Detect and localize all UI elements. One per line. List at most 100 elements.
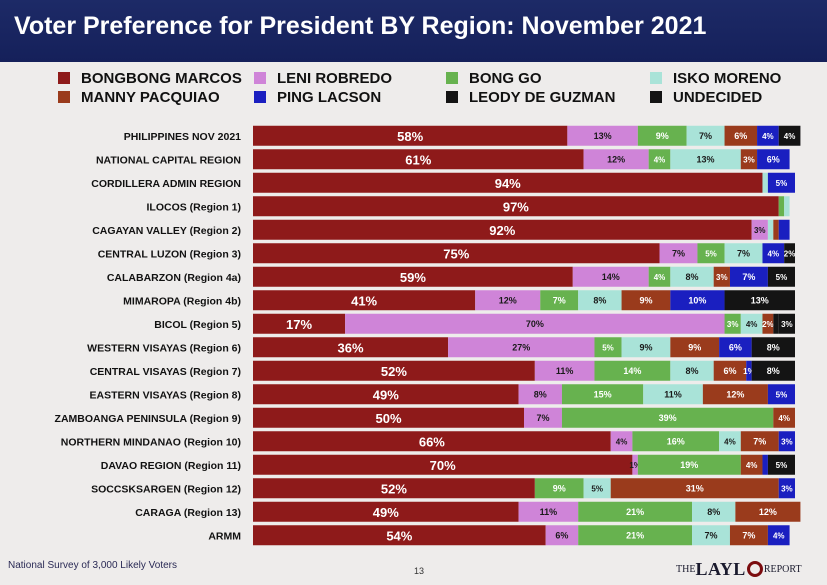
bar-segment-undecided <box>778 313 795 334</box>
data-label-manny-pacquiao: 7% <box>753 436 766 446</box>
data-label-bongbong-marcos: 17% <box>286 317 312 332</box>
bar-segment-bong-go <box>594 337 622 358</box>
data-label-ping-lacson: 5% <box>776 390 788 399</box>
data-label-bong-go: 15% <box>594 389 612 399</box>
bar-segment-bongbong-marcos <box>253 196 779 217</box>
region-label: ILOCOS (Region 1) <box>147 201 242 213</box>
bar-segment-leni-robredo <box>583 149 649 170</box>
data-label-bong-go: 7% <box>553 295 566 305</box>
data-label-isko-moreno: 8% <box>686 366 699 376</box>
data-label-ping-lacson: 3% <box>781 484 793 493</box>
data-label-undecided: 3% <box>781 320 793 329</box>
bar-segment-isko-moreno <box>643 384 703 405</box>
data-label-leni-robredo: 1% <box>629 461 641 470</box>
data-label-isko-moreno: 11% <box>664 389 682 399</box>
data-label-manny-pacquiao: 4% <box>746 461 758 470</box>
bar-segment-leni-robredo <box>475 290 541 311</box>
region-label: BICOL (Region 5) <box>154 319 241 331</box>
bar-segment-isko-moreno <box>578 290 622 311</box>
bar-segment-leody-de-guzman <box>773 313 779 334</box>
data-label-manny-pacquiao: 6% <box>734 131 747 141</box>
bar-segment-isko-moreno <box>692 525 730 546</box>
data-label-ping-lacson: 10% <box>688 295 706 305</box>
bar-segment-ping-lacson <box>762 243 785 264</box>
data-label-manny-pacquiao: 12% <box>759 507 777 517</box>
region-label: CARAGA (Region 13) <box>135 507 241 519</box>
region-label: CORDILLERA ADMIN REGION <box>91 178 241 190</box>
bar-segment-bongbong-marcos <box>253 360 535 381</box>
data-label-bong-go: 9% <box>656 131 669 141</box>
data-label-leni-robredo: 12% <box>607 154 625 164</box>
bar-segment-bongbong-marcos <box>253 243 660 264</box>
region-label: CALABARZON (Region 4a) <box>107 272 241 284</box>
data-label-undecided: 2% <box>784 249 796 258</box>
data-label-leni-robredo: 8% <box>534 389 547 399</box>
bar-segment-bongbong-marcos <box>253 431 611 452</box>
data-label-manny-pacquiao: 6% <box>723 366 736 376</box>
page-number: 13 <box>414 566 425 576</box>
bar-segment-ping-lacson <box>746 360 752 381</box>
data-label-manny-pacquiao: 31% <box>686 483 704 493</box>
data-label-isko-moreno: 7% <box>704 530 717 540</box>
bar-segment-bong-go <box>648 149 671 170</box>
logo-main: LAYL <box>695 558 746 579</box>
bar-segment-isko-moreno <box>583 478 611 499</box>
data-label-bong-go: 4% <box>654 273 666 282</box>
data-label-leni-robredo: 70% <box>526 319 544 329</box>
legend-label-leody-de-guzman: LEODY DE GUZMAN <box>469 89 615 106</box>
bar-segment-manny-pacquiao <box>670 337 720 358</box>
bar-segment-bongbong-marcos <box>253 149 584 170</box>
bar-segment-leni-robredo <box>345 313 725 334</box>
data-label-bongbong-marcos: 52% <box>381 364 407 379</box>
bar-segment-manny-pacquiao <box>735 501 801 522</box>
legend-label-ping-lacson: PING LACSON <box>277 89 381 106</box>
data-label-isko-moreno: 7% <box>737 248 750 258</box>
data-label-bong-go: 3% <box>727 320 739 329</box>
bar-segment-leni-robredo <box>518 384 562 405</box>
bar-segment-manny-pacquiao <box>610 478 779 499</box>
bar-segment-leni-robredo <box>632 454 638 475</box>
bar-segment-isko-moreno <box>724 243 763 264</box>
bar-segment-bongbong-marcos <box>253 266 573 287</box>
region-label: NORTHERN MINDANAO (Region 10) <box>61 436 241 448</box>
bar-segment-bongbong-marcos <box>253 337 449 358</box>
region-label: PHILIPPINES NOV 2021 <box>124 131 241 143</box>
bar-segment-isko-moreno <box>740 313 763 334</box>
data-label-isko-moreno: 8% <box>707 507 720 517</box>
bar-segment-bong-go <box>540 290 579 311</box>
region-label: CENTRAL VISAYAS (Region 7) <box>90 366 241 378</box>
data-label-leni-robredo: 13% <box>594 131 612 141</box>
bar-segment-manny-pacquiao <box>740 454 763 475</box>
logo-prefix: THE <box>676 563 696 575</box>
bar-segment-leni-robredo <box>610 431 633 452</box>
bar-segment-undecided <box>751 360 795 381</box>
bar-segment-isko-moreno <box>621 337 671 358</box>
data-label-isko-moreno: 9% <box>639 342 652 352</box>
region-label: CENTRAL LUZON (Region 3) <box>98 248 241 260</box>
bar-segment-leni-robredo <box>751 219 768 240</box>
data-label-bong-go: 39% <box>659 413 677 423</box>
bar-segment-leni-robredo <box>545 525 579 546</box>
bar-segment-isko-moreno <box>767 219 774 240</box>
data-label-bong-go: 4% <box>654 155 666 164</box>
bar-segment-isko-moreno <box>762 172 768 193</box>
data-label-bongbong-marcos: 49% <box>373 505 399 520</box>
laylo-report-logo: THE LAYL REPORT <box>676 557 802 581</box>
data-label-ping-lacson: 4% <box>773 531 785 540</box>
bar-segment-ping-lacson <box>767 172 795 193</box>
bar-segment-leni-robredo <box>659 243 698 264</box>
bar-segment-ping-lacson <box>757 125 779 146</box>
data-label-manny-pacquiao: 4% <box>778 414 790 423</box>
data-label-leni-robredo: 11% <box>556 366 574 376</box>
bar-segment-manny-pacquiao <box>740 431 779 452</box>
data-label-leni-robredo: 7% <box>672 248 685 258</box>
legend-label-manny-pacquiao: MANNY PACQUIAO <box>81 89 220 106</box>
bar-segment-bong-go <box>578 501 693 522</box>
data-label-manny-pacquiao: 3% <box>716 273 728 282</box>
data-label-leni-robredo: 3% <box>754 226 766 235</box>
data-label-isko-moreno: 7% <box>699 131 712 141</box>
region-label: MIMAROPA (Region 4b) <box>123 295 241 307</box>
data-label-leni-robredo: 11% <box>540 507 558 517</box>
legend-swatch-isko-moreno <box>650 72 662 84</box>
data-label-isko-moreno: 4% <box>746 320 758 329</box>
